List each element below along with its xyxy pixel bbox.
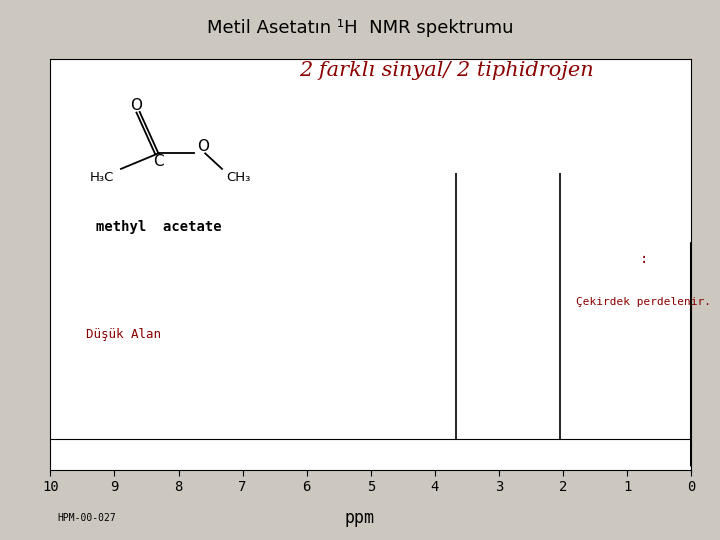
Text: Düşük Alan: Düşük Alan	[86, 328, 161, 341]
Text: H₃C: H₃C	[90, 172, 114, 185]
Text: O: O	[197, 139, 210, 154]
Text: C: C	[153, 154, 163, 168]
Text: ppm: ppm	[345, 509, 375, 528]
Text: 2 farklı sinyal/ 2 tiphidrojen: 2 farklı sinyal/ 2 tiphidrojen	[299, 60, 594, 80]
Text: O: O	[130, 98, 142, 113]
Text: methyl  acetate: methyl acetate	[96, 220, 221, 234]
Text: :: :	[640, 252, 649, 266]
Text: CH₃: CH₃	[227, 172, 251, 185]
Text: Çekirdek perdelenir.: Çekirdek perdelenir.	[576, 298, 711, 307]
Text: HPM-00-027: HPM-00-027	[58, 514, 117, 523]
Text: Metil Asetatın ¹H  NMR spektrumu: Metil Asetatın ¹H NMR spektrumu	[207, 19, 513, 37]
